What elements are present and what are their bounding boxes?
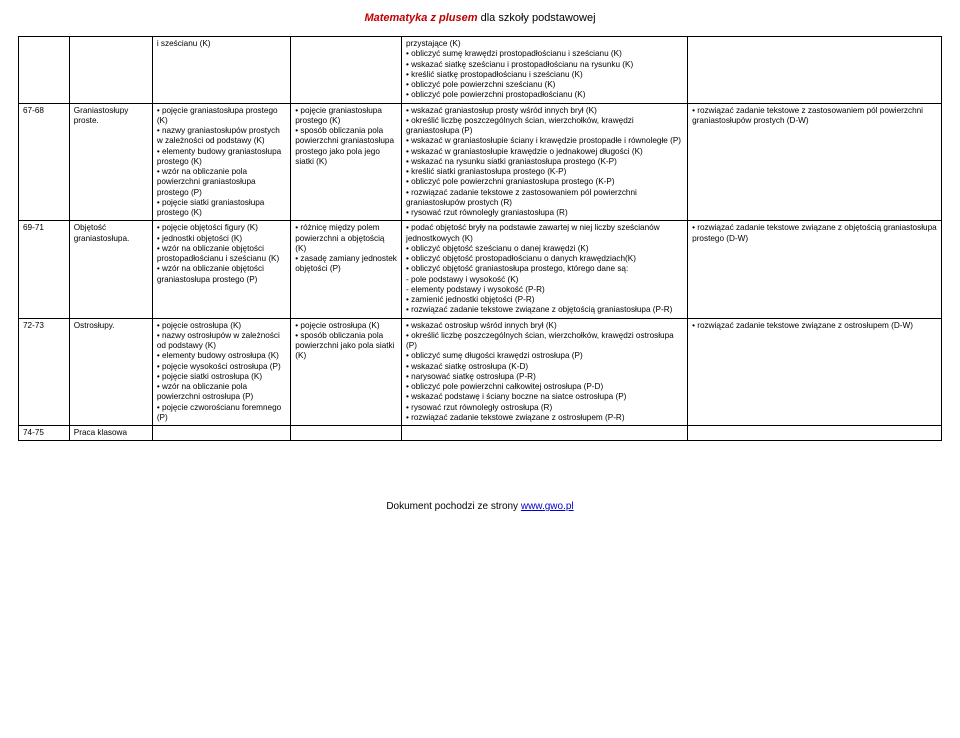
- table-row: 67-68Graniastosłupy proste.• pojęcie gra…: [19, 103, 942, 221]
- table-cell: [291, 426, 402, 441]
- table-cell: 69-71: [19, 221, 70, 318]
- table-cell: 67-68: [19, 103, 70, 221]
- table-cell: [402, 426, 688, 441]
- table-cell: Graniastosłupy proste.: [69, 103, 152, 221]
- brand-suffix: dla szkoły podstawowej: [478, 12, 596, 24]
- table-cell: 72-73: [19, 318, 70, 426]
- table-cell: • wskazać graniastosłup prosty wśród inn…: [402, 103, 688, 221]
- table-cell: • różnicę między polem powierzchni a obj…: [291, 221, 402, 318]
- table-cell: Ostrosłupy.: [69, 318, 152, 426]
- footer-text: Dokument pochodzi ze strony: [386, 501, 521, 512]
- table-row: 74-75Praca klasowa: [19, 426, 942, 441]
- table-cell: [688, 426, 942, 441]
- table-row: 69-71Objętość graniastosłupa.• pojęcie o…: [19, 221, 942, 318]
- table-cell: [688, 37, 942, 104]
- curriculum-table: i sześcianu (K) przystające (K)• obliczyć…: [18, 36, 942, 441]
- table-cell: przystające (K)• obliczyć sumę krawędzi …: [402, 37, 688, 104]
- table-cell: • pojęcie ostrosłupa (K)• sposób oblicza…: [291, 318, 402, 426]
- table-row: i sześcianu (K) przystające (K)• obliczyć…: [19, 37, 942, 104]
- table-cell: • pojęcie graniastosłupa prostego (K)• s…: [291, 103, 402, 221]
- page-footer: Dokument pochodzi ze strony www.gwo.pl: [18, 501, 942, 512]
- table-cell: • pojęcie graniastosłupa prostego (K)• n…: [152, 103, 290, 221]
- footer-link[interactable]: www.gwo.pl: [521, 501, 574, 512]
- table-cell: [19, 37, 70, 104]
- brand-name: Matematyka z plusem: [364, 12, 477, 24]
- table-cell: • pojęcie ostrosłupa (K)• nazwy ostrosłu…: [152, 318, 290, 426]
- table-cell: • pojęcie objętości figury (K)• jednostk…: [152, 221, 290, 318]
- table-cell: [291, 37, 402, 104]
- table-cell: i sześcianu (K): [152, 37, 290, 104]
- table-cell: [69, 37, 152, 104]
- table-cell: Praca klasowa: [69, 426, 152, 441]
- table-cell: • wskazać ostrosłup wśród innych brył (K…: [402, 318, 688, 426]
- table-cell: 74-75: [19, 426, 70, 441]
- table-row: 72-73Ostrosłupy.• pojęcie ostrosłupa (K)…: [19, 318, 942, 426]
- page-header: Matematyka z plusem dla szkoły podstawow…: [18, 12, 942, 24]
- table-cell: • rozwiązać zadanie tekstowe związane z …: [688, 221, 942, 318]
- table-cell: [152, 426, 290, 441]
- table-cell: • rozwiązać zadanie tekstowe związane z …: [688, 318, 942, 426]
- table-cell: • podać objętość bryły na podstawie zawa…: [402, 221, 688, 318]
- table-cell: Objętość graniastosłupa.: [69, 221, 152, 318]
- table-cell: • rozwiązać zadanie tekstowe z zastosowa…: [688, 103, 942, 221]
